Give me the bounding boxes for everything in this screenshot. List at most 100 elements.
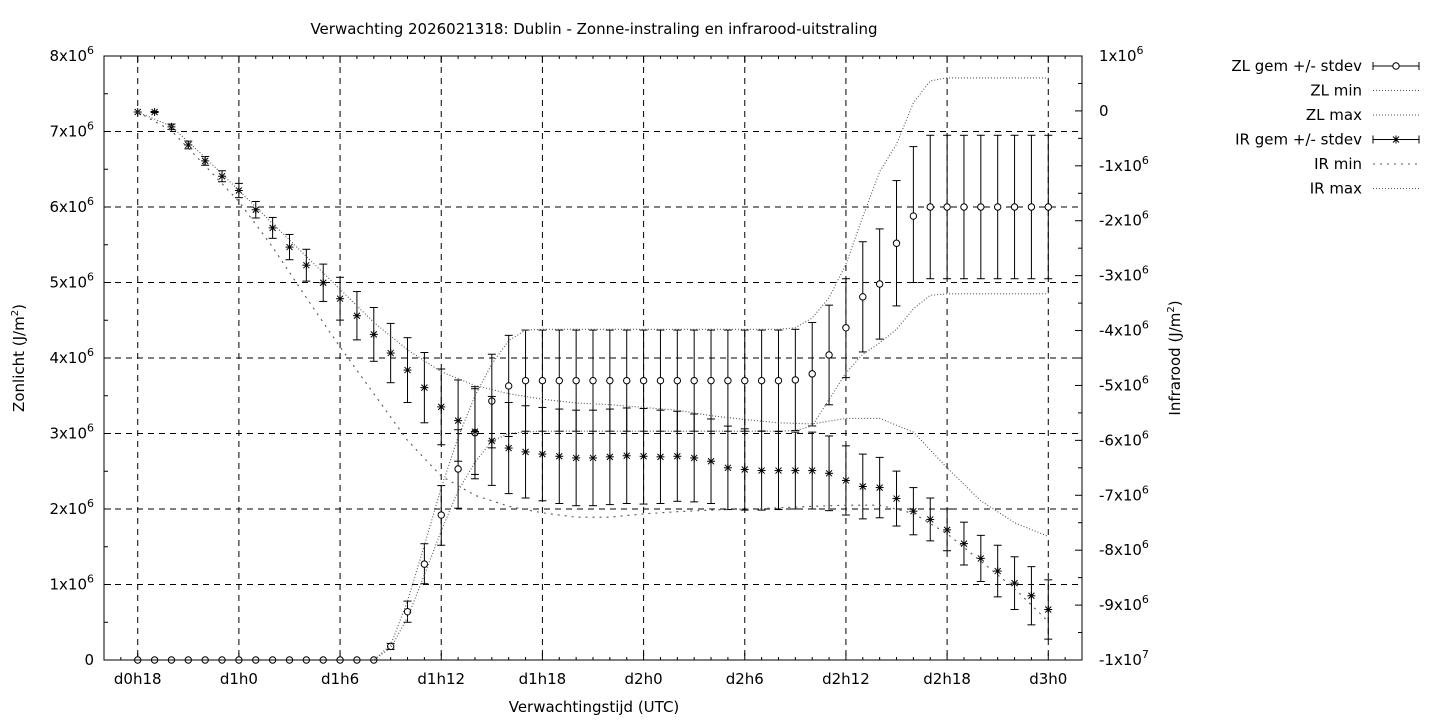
data-point [555, 452, 564, 461]
legend-label: ZL min [1310, 82, 1362, 100]
data-point [841, 476, 850, 485]
right-tick-label: -1x106 [1099, 154, 1149, 175]
data-point [875, 280, 884, 288]
data-point [572, 453, 581, 462]
data-point [757, 376, 766, 385]
x-tick-label: d2h12 [822, 670, 870, 688]
x-tick-label: d1h18 [519, 670, 567, 688]
data-point [538, 450, 547, 459]
x-tick-label: d3h0 [1029, 670, 1067, 688]
right-tick-label: -4x106 [1099, 319, 1149, 340]
data-point [875, 483, 884, 492]
data-point [639, 376, 648, 385]
legend-label: IR min [1314, 155, 1362, 173]
x-tick-label: d2h0 [625, 670, 663, 688]
data-point [605, 452, 614, 461]
right-tick-label: -3x106 [1099, 264, 1149, 285]
data-point [960, 203, 968, 211]
data-point [943, 525, 952, 534]
legend: ZL gem +/- stdev ZL min ZL max IR gem +/- s… [1231, 57, 1420, 198]
x-axis-label: Verwachtingstijd (UTC) [509, 698, 680, 716]
data-point [470, 427, 479, 436]
data-point [302, 261, 311, 270]
data-point [521, 447, 530, 456]
data-point [656, 376, 665, 385]
series-line [137, 111, 1049, 622]
data-point [808, 370, 816, 378]
data-point [740, 465, 749, 474]
right-tick-label: -8x106 [1099, 538, 1149, 559]
data-point [454, 416, 463, 425]
data-point [437, 511, 445, 519]
x-tick-label: d1h0 [220, 670, 258, 688]
data-point [690, 376, 698, 385]
legend-label: IR gem +/- stdev [1235, 131, 1362, 149]
right-tick-label: -1x107 [1099, 648, 1149, 669]
data-point [403, 607, 412, 616]
data-point [673, 452, 682, 461]
data-point [487, 436, 496, 445]
data-point [538, 376, 547, 385]
data-point [589, 376, 597, 385]
legend-label: ZL gem +/- stdev [1231, 57, 1362, 75]
left-tick-label: 5x106 [49, 271, 94, 292]
data-point [909, 212, 918, 220]
data-point [285, 243, 294, 252]
series-zl-gem-stdev [134, 134, 1053, 664]
data-point [504, 382, 513, 390]
left-tick-label: 3x106 [49, 422, 94, 443]
x-tick-label: d1h6 [321, 670, 359, 688]
data-point [976, 554, 985, 563]
left-tick-label: 4x106 [49, 346, 94, 367]
data-point [1027, 203, 1036, 211]
left-tick-label: 7x106 [49, 120, 94, 141]
data-point [639, 452, 648, 461]
data-point [741, 376, 749, 385]
data-point [201, 156, 210, 165]
data-point [521, 376, 530, 385]
series-ir-max [137, 111, 1049, 538]
data-point [825, 469, 834, 478]
data-point [268, 223, 277, 232]
legend-marker [1392, 62, 1400, 70]
data-point [555, 376, 563, 385]
data-point [437, 402, 446, 411]
data-point [926, 515, 935, 524]
data-point [251, 205, 260, 214]
series-ir-gem-stdev [133, 108, 1053, 640]
data-point [386, 349, 395, 358]
legend-label: IR max [1310, 180, 1362, 198]
x-tick-label: d1h12 [417, 670, 465, 688]
left-tick-label: 2x106 [49, 497, 94, 518]
x-tick-label: d2h18 [923, 670, 971, 688]
data-point [1010, 203, 1019, 211]
data-point [369, 330, 378, 339]
data-point [707, 376, 715, 385]
data-point [959, 539, 968, 548]
data-point [926, 203, 934, 211]
x-tick-label: d0h18 [114, 670, 162, 688]
data-point [572, 376, 580, 385]
right-axis-ticks: -1x107 -9x106 -8x106 -7x106 -6x106 -5x106 -4x1… [1075, 44, 1149, 669]
series-line [137, 293, 1049, 661]
x-axis-ticks: d0h18 d1h0 d1h6 d1h12 d1h18 d2h0 d2h6 d2h12 d2h1… [114, 56, 1067, 688]
data-point [993, 567, 1002, 576]
data-point [1027, 591, 1036, 600]
data-point [504, 444, 513, 453]
data-point [352, 311, 361, 320]
legend-marker [1392, 135, 1400, 144]
plot-frame [103, 55, 1083, 661]
data-point [656, 452, 665, 461]
left-tick-label: 6x106 [49, 195, 94, 216]
data-point [825, 351, 833, 359]
right-tick-label: 0 [1099, 102, 1109, 120]
right-tick-label: -5x106 [1099, 373, 1149, 394]
right-tick-label: -6x106 [1099, 428, 1149, 449]
right-tick-label: 1x106 [1099, 44, 1144, 65]
data-point [218, 172, 227, 181]
data-point [808, 466, 817, 475]
data-point [1010, 579, 1019, 588]
left-axis-label: Zonlicht (J/m2) [10, 304, 28, 412]
data-point [690, 453, 699, 462]
